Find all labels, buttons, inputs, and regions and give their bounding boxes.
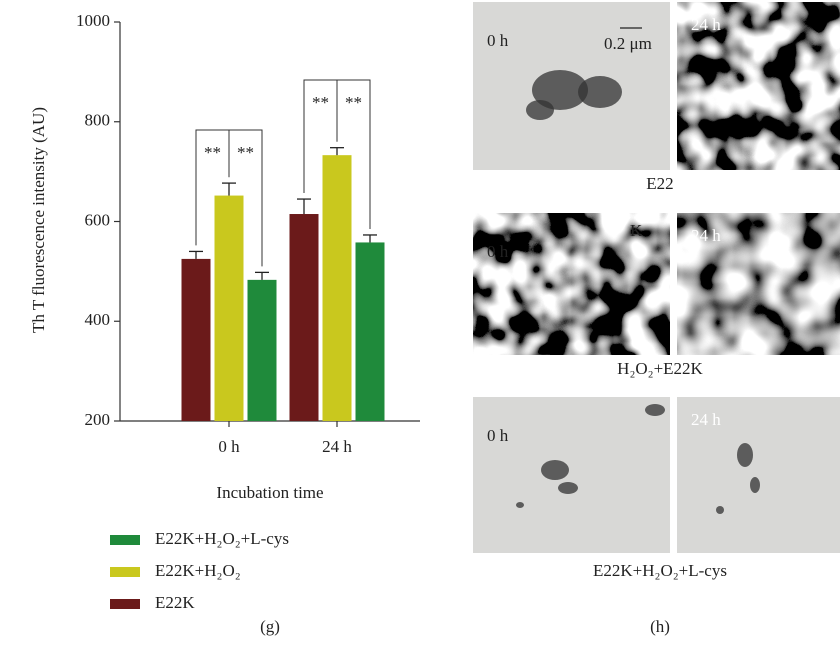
- legend-swatch: [110, 599, 140, 609]
- y-tick-label: 800: [85, 111, 111, 130]
- bar: [247, 279, 277, 421]
- micrograph: [473, 213, 670, 355]
- micrograph-label: 24 h: [691, 15, 721, 34]
- x-axis-label: Incubation time: [216, 483, 323, 502]
- legend-label: E22K+H₂O₂+L-cys: [155, 529, 289, 548]
- bar: [355, 242, 385, 421]
- particle: [558, 482, 578, 494]
- y-tick-label: 200: [85, 410, 111, 429]
- bar: [214, 195, 244, 421]
- legend-label: E22K: [155, 593, 195, 612]
- bar: [181, 258, 211, 421]
- particle: [516, 502, 524, 508]
- annotation: **: [345, 93, 362, 112]
- micrograph: [677, 397, 840, 553]
- y-axis-label: Th T fluorescence intensity (AU): [29, 107, 48, 333]
- particle: [526, 100, 554, 120]
- panel-label: (h): [650, 617, 670, 636]
- micrograph-caption: H₂O₂+E22K: [617, 359, 703, 378]
- micrograph-label: 0 h: [487, 242, 509, 261]
- annotation: **: [237, 143, 254, 162]
- micrograph-label: 24 h: [691, 410, 721, 429]
- micrograph-mark: K: [630, 221, 643, 240]
- micrograph: [677, 2, 840, 170]
- bar: [322, 155, 352, 421]
- y-tick-label: 600: [85, 210, 111, 229]
- particle: [737, 443, 753, 467]
- particle: [541, 460, 569, 480]
- particle: [578, 76, 622, 108]
- particle: [750, 477, 760, 493]
- legend-label: E22K+H₂O₂: [155, 561, 241, 580]
- micrograph-caption: E22: [646, 174, 673, 193]
- x-tick-label: 0 h: [218, 437, 240, 456]
- significance-bracket: [336, 79, 371, 229]
- micrograph-label: 0 h: [487, 426, 509, 445]
- particle: [645, 404, 665, 416]
- bar: [289, 214, 319, 421]
- legend-swatch: [110, 535, 140, 545]
- micrograph: [473, 397, 670, 553]
- y-tick-label: 400: [85, 310, 111, 329]
- particle: [532, 70, 588, 110]
- significance-bracket: [228, 129, 263, 267]
- y-tick-label: 1000: [76, 11, 110, 30]
- panel-label: (g): [260, 617, 280, 636]
- legend-swatch: [110, 567, 140, 577]
- micrograph: [677, 213, 840, 355]
- annotation: **: [312, 93, 329, 112]
- micrograph-label: 0 h: [487, 31, 509, 50]
- micrograph-caption: E22K+H₂O₂+L-cys: [593, 561, 727, 580]
- particle: [716, 506, 724, 514]
- x-tick-label: 24 h: [322, 437, 352, 456]
- annotation: **: [204, 143, 221, 162]
- micrograph-label: 24 h: [691, 226, 721, 245]
- scale-label: 0.2 μm: [604, 34, 652, 53]
